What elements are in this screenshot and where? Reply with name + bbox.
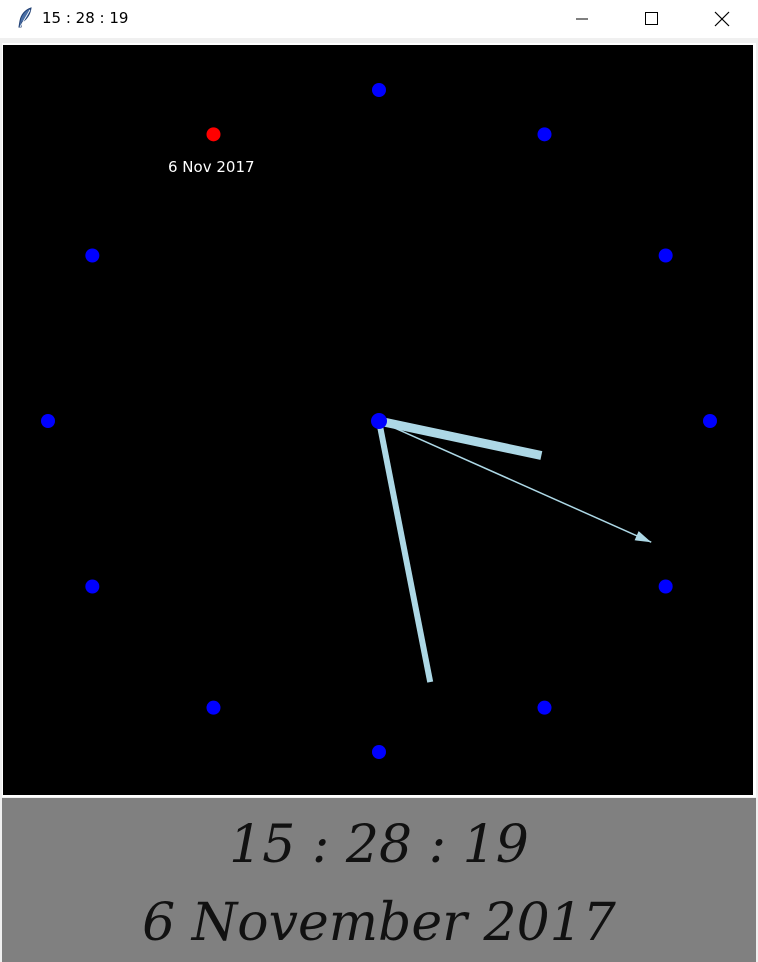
clock-marker-4 xyxy=(658,579,673,594)
digital-panel xyxy=(2,798,756,962)
minute-hand xyxy=(376,420,434,683)
clock-marker-7 xyxy=(206,700,221,715)
clock-marker-6 xyxy=(372,745,386,759)
clock-marker-10 xyxy=(85,248,100,263)
feather-icon xyxy=(16,7,34,29)
second-hand-arrow xyxy=(634,531,652,543)
window-title: 15 : 28 : 19 xyxy=(42,9,129,27)
title-bar[interactable]: 15 : 28 : 19 xyxy=(0,0,758,38)
close-icon xyxy=(714,11,730,27)
maximize-icon xyxy=(645,12,658,25)
clock-marker-9 xyxy=(41,414,55,428)
minimize-button[interactable] xyxy=(559,0,605,38)
clock-marker-current xyxy=(206,127,221,142)
clock-marker-2 xyxy=(658,248,673,263)
clock-center xyxy=(371,413,387,429)
clock-face xyxy=(41,83,717,759)
clock-date-label: 6 Nov 2017 xyxy=(168,158,255,176)
close-button[interactable] xyxy=(698,0,744,38)
minimize-icon xyxy=(576,18,588,20)
second-hand xyxy=(378,420,652,543)
clock-marker-1 xyxy=(537,127,552,142)
clock-marker-12 xyxy=(372,83,386,97)
hour-hand xyxy=(378,416,543,460)
clock-marker-8 xyxy=(85,579,100,594)
digital-time: 15 : 28 : 19 xyxy=(229,815,529,875)
clock-marker-3 xyxy=(703,414,717,428)
digital-date: 6 November 2017 xyxy=(142,893,616,953)
clock-marker-5 xyxy=(537,700,552,715)
maximize-button[interactable] xyxy=(628,0,674,38)
analog-clock xyxy=(3,45,753,795)
